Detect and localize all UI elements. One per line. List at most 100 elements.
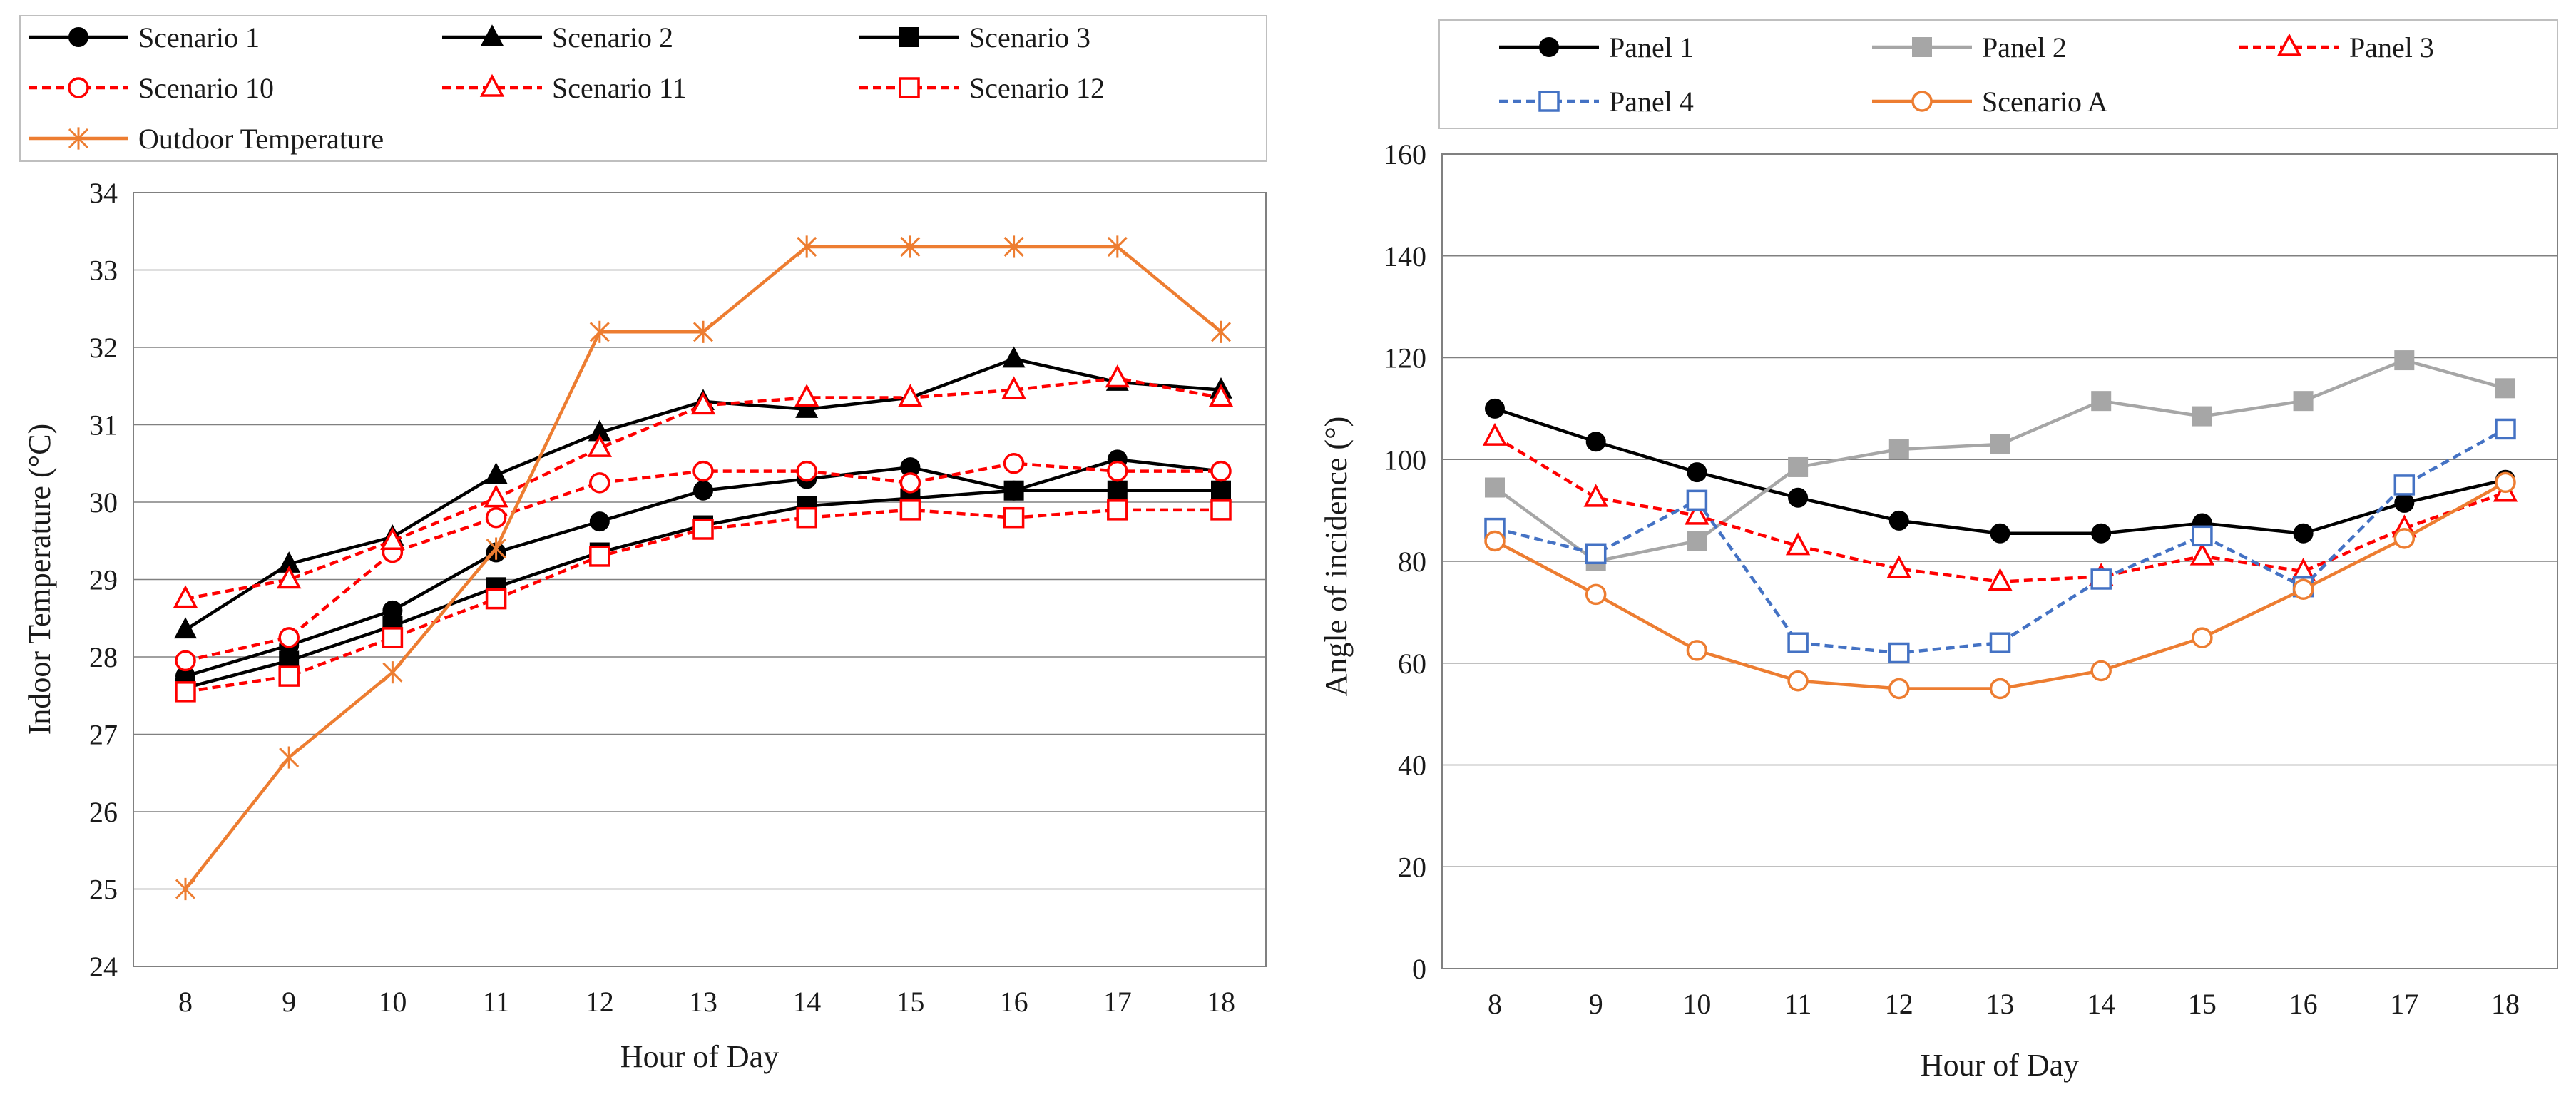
- left-data-point-scenario-11: [380, 526, 405, 551]
- left-y-tick-label: 25: [89, 874, 118, 906]
- left-data-point-scenario-10: [278, 627, 300, 648]
- right-legend-item-scenario-a: Scenario A: [1872, 86, 2108, 118]
- right-data-point-panel-1: [2394, 492, 2415, 513]
- right-data-point-panel-4: [1787, 632, 1809, 653]
- left-data-point-scenario-12: [796, 506, 817, 529]
- left-y-tick-label: 24: [89, 951, 118, 983]
- left-legend: Scenario 1 Scenario 2 Scenario 3 Scenario 1…: [29, 21, 1105, 155]
- right-data-point-panel-2: [2293, 391, 2314, 412]
- left-data-point-scenario-11: [1208, 384, 1234, 407]
- right-y-tick-label: 40: [1398, 750, 1426, 782]
- right-y-tick-label: 0: [1412, 953, 1426, 985]
- left-x-tick-label: 9: [282, 986, 296, 1018]
- right-data-point-scenario-a: [2292, 578, 2314, 601]
- right-y-tick-label: 100: [1384, 444, 1426, 476]
- right-data-point-panel-2: [2091, 391, 2112, 412]
- left-legend-label: Scenario 12: [969, 72, 1105, 104]
- right-data-point-panel-2: [1888, 439, 1909, 459]
- right-series-panel-4: [1484, 418, 2516, 664]
- right-data-point-panel-3: [2189, 542, 2215, 566]
- right-legend-marker: [1539, 37, 1559, 57]
- left-y-axis-title: Indoor Temperature (°C): [22, 424, 57, 735]
- right-y-tick-labels: 0 20 40 60 80 100 120 140 160: [1384, 138, 1426, 985]
- right-data-point-scenario-a: [1989, 678, 2011, 700]
- left-data-point-outdoor-temperature: [692, 320, 714, 343]
- right-plot-area: [1441, 153, 2558, 969]
- right-series-scenario-a: [1484, 471, 2516, 700]
- right-data-point-panel-2: [1788, 456, 1809, 477]
- right-legend-label: Panel 1: [1609, 31, 1694, 63]
- right-legend-marker: [1911, 91, 1933, 112]
- right-legend-item-panel-3: Panel 3: [2239, 31, 2434, 63]
- left-legend-label: Outdoor Temperature: [138, 123, 384, 155]
- left-legend-box: [19, 15, 1267, 162]
- right-x-tick-label: 13: [1986, 988, 2015, 1020]
- left-data-point-scenario-10: [899, 472, 921, 494]
- right-legend-marker: [1538, 91, 1560, 112]
- left-legend-marker: [68, 127, 89, 150]
- right-series-panel-1: [1485, 398, 2515, 544]
- right-legend-label: Panel 4: [1609, 86, 1694, 118]
- left-x-tick-label: 17: [1103, 986, 1132, 1018]
- left-legend-marker: [68, 77, 89, 98]
- right-legend-label: Panel 2: [1982, 31, 2067, 63]
- left-legend-marker: [899, 27, 919, 47]
- right-data-point-panel-3: [1583, 484, 1608, 507]
- left-data-point-scenario-11: [1001, 376, 1026, 399]
- left-y-tick-label: 29: [89, 564, 118, 596]
- right-x-tick-label: 12: [1885, 988, 1913, 1020]
- left-x-tick-label: 8: [178, 986, 193, 1018]
- right-legend-marker: [2276, 33, 2302, 56]
- right-series-panel-2: [1485, 350, 2515, 571]
- left-x-tick-label: 18: [1207, 986, 1235, 1018]
- right-data-point-panel-2: [2495, 378, 2515, 399]
- left-y-tick-label: 34: [89, 177, 118, 209]
- left-y-tick-label: 33: [89, 255, 118, 287]
- left-legend-marker: [481, 24, 504, 46]
- right-x-tick-label: 10: [1682, 988, 1711, 1020]
- left-data-point-outdoor-temperature: [486, 537, 506, 560]
- left-legend-label: Scenario 1: [138, 21, 260, 53]
- right-data-point-panel-3: [1785, 532, 1811, 556]
- left-data-point-outdoor-temperature: [175, 877, 196, 901]
- right-data-point-panel-2: [2394, 350, 2415, 371]
- left-data-point-scenario-10: [589, 472, 610, 494]
- right-legend-item-panel-2: Panel 2: [1872, 31, 2067, 63]
- right-legend: Panel 1 Panel 2 Panel 3 Panel 4 Scenario A: [1499, 31, 2434, 118]
- right-data-point-scenario-a: [1484, 530, 1506, 552]
- left-data-point-scenario-3: [1003, 480, 1024, 501]
- left-data-point-scenario-2: [174, 617, 197, 639]
- right-data-point-panel-4: [1989, 632, 2011, 653]
- right-series-lines: [1482, 350, 2518, 700]
- right-data-point-panel-4: [1888, 642, 1910, 664]
- left-data-point-scenario-12: [1107, 499, 1128, 521]
- right-data-point-panel-1: [1687, 462, 1707, 483]
- right-data-point-panel-4: [1585, 543, 1607, 565]
- left-series-scenario-1: [175, 449, 1231, 687]
- left-legend-marker: [68, 27, 88, 47]
- right-data-point-panel-1: [1990, 523, 2010, 544]
- right-x-tick-label: 17: [2390, 988, 2418, 1020]
- left-series-scenario-12: [175, 499, 1232, 703]
- left-data-point-scenario-3: [1107, 480, 1128, 501]
- right-x-tick-label: 9: [1589, 988, 1603, 1020]
- right-y-tick-label: 80: [1398, 546, 1426, 578]
- left-data-point-scenario-10: [796, 460, 817, 482]
- left-series-line-outdoor-temperature: [184, 245, 1222, 890]
- left-data-point-scenario-10: [1003, 453, 1025, 474]
- left-y-tick-label: 32: [89, 332, 118, 364]
- right-x-tick-label: 15: [2188, 988, 2217, 1020]
- right-data-point-panel-1: [2293, 523, 2314, 544]
- left-data-point-outdoor-temperature: [1210, 320, 1232, 343]
- left-data-point-scenario-11: [898, 384, 923, 407]
- indoor-temperature-chart: Scenario 1 Scenario 2 Scenario 3 Scenario 1…: [19, 15, 1267, 1074]
- right-y-tick-label: 20: [1398, 851, 1426, 883]
- right-data-point-scenario-a: [1787, 670, 1809, 692]
- left-x-tick-label: 14: [792, 986, 821, 1018]
- left-data-point-scenario-2: [484, 462, 508, 484]
- right-data-point-scenario-a: [2090, 660, 2112, 682]
- right-data-point-panel-3: [1988, 568, 2013, 591]
- left-legend-item-scenario-3: Scenario 3: [859, 21, 1090, 53]
- right-gridlines: [1442, 153, 2557, 969]
